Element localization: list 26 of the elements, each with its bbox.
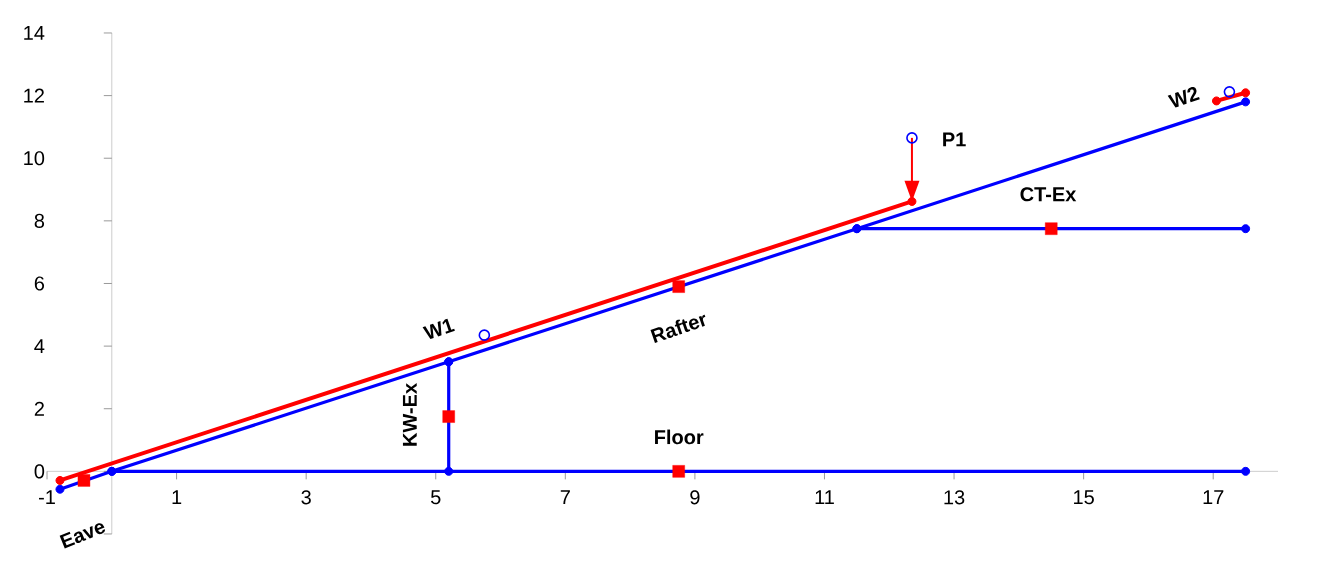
x-tick-label: 11 [815, 490, 834, 504]
x-tick-label: 15 [1074, 490, 1094, 505]
x-tick-label: 7 [560, 490, 570, 504]
y-tick-label: 0 [34, 464, 45, 479]
y-tick-label: 10 [24, 151, 45, 166]
y-tick-label: 8 [34, 213, 45, 228]
annotation: W1 [422, 318, 455, 340]
annotation: Rafter [650, 314, 706, 344]
y-tick-label: 4 [34, 339, 45, 353]
y-tick-label: 2 [34, 401, 44, 416]
annotation: Eave [59, 523, 106, 549]
y-tick-label: 14 [24, 26, 45, 40]
x-tick-label: 1 [172, 490, 182, 504]
annotation: CT-Ex [1020, 187, 1077, 202]
annotation: Floor [655, 429, 704, 445]
annotation: KW-Ex [402, 383, 417, 446]
x-tick-label: 9 [690, 490, 700, 505]
x-tick-label: -1 [39, 490, 55, 504]
y-tick-label: 6 [34, 276, 45, 291]
annotation: W2 [1167, 87, 1200, 108]
x-tick-label: 3 [301, 490, 311, 505]
x-tick-label: 17 [1203, 490, 1224, 504]
x-tick-label: 5 [430, 490, 441, 505]
y-tick-label: 12 [24, 88, 44, 103]
x-tick-label: 13 [944, 490, 965, 505]
annotation: P1 [943, 132, 966, 147]
